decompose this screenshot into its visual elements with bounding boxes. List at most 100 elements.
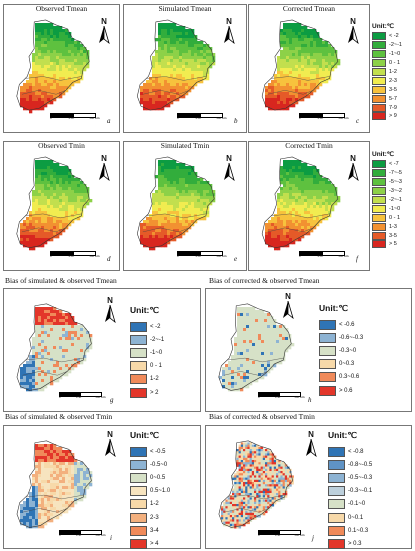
scale-label: 250 [317,116,323,120]
legend-label: 3-5 [389,86,397,93]
scale-label: 0 [59,533,61,537]
legend-swatch [372,240,386,249]
legend-item: -1~0 [372,204,402,213]
scale-label: 0 [299,116,301,120]
temperature-map [136,19,216,111]
north-arrow-icon: N [220,17,238,44]
scale-label: 250 [76,533,82,537]
north-arrow-icon: N [344,154,362,181]
scale-label: 0 [299,254,301,258]
legend-item: -0.3~0 [319,344,363,357]
temperature-map [16,156,93,251]
legend-swatch [130,499,147,510]
legend-swatch [130,446,147,457]
legend-label: -0.8~-0.5 [348,461,373,468]
bias-map [16,440,93,529]
panel-bias-simulated-tmean: Bias of simulated & observed Tmean N 0 25… [3,276,203,412]
scale-label: 0 [258,395,260,399]
scale-label: 0 [50,116,52,120]
scale-bar: 0 250 500 km [258,530,305,537]
legend-item: > 9 [372,112,402,121]
scale-label: 250 [195,254,201,258]
legend-label: -7~-5 [389,170,402,177]
legend-swatch [372,85,386,94]
map-frame: N 0 250 500 km i Unit:℃ < -0.5 -0.5~0 0~0.5 0… [3,425,201,549]
legend-label: 2-3 [389,77,397,84]
legend-swatch [372,213,386,222]
scale-label: 500 km [294,395,305,399]
legend-item: -2~-1 [372,196,402,205]
legend-item: -0.3~-0.1 [328,485,372,498]
legend-label: -0.5~0 [150,461,168,468]
scale-bar: 0 250 500 km [50,251,100,258]
legend-swatch [372,76,386,85]
legend-label: > 2 [150,389,159,396]
north-label: N [350,154,356,163]
legend-label: -1~0 [150,349,163,356]
legend-item: > 0.6 [319,384,363,397]
legend-label: 0~0.5 [150,474,166,481]
legend-swatch [319,385,336,396]
panel-bias-corrected-tmin: Bias of corrected & observed Tmin N 0 250… [205,412,412,549]
map-frame: N 0 250 500 km h Unit:℃ < -0.6 -0.6~-0.3 -0.… [205,288,412,412]
legend-label: 0 - 1 [389,60,401,67]
legend-swatch [372,204,386,213]
legend-label: < -0.5 [150,448,166,455]
legend-item: 0~0.3 [319,358,363,371]
legend-item: > 4 [130,537,170,550]
scale-bar: 0 250 500 km [177,251,227,258]
legend-label: -1~0 [389,51,401,58]
legend-item: 1-3 [372,222,402,231]
legend-item: 0~0.5 [130,471,170,484]
panel-label: i [110,534,112,542]
legend-swatch [372,112,386,121]
panel-title: Observed Tmean [35,4,88,13]
north-arrow-icon: N [279,292,297,319]
scale-bar: 0 250 500 km [59,392,106,399]
legend-label: 1-2 [150,501,159,508]
legend-item: -1~0 [372,50,402,59]
north-label: N [350,17,356,26]
scale-label: 250 [275,533,281,537]
legend-swatch [372,187,386,196]
legend-label: > 0.6 [339,387,353,394]
legend-label: 0 - 1 [150,363,163,370]
panel-label: j [312,534,314,542]
legend-title: Unit:℃ [328,430,357,440]
panel-observed-tmean: Observed Tmean N 0 250 500 km a [3,4,120,133]
north-label: N [285,292,291,301]
north-label: N [107,296,113,305]
legend-item: -0.5~0 [130,458,170,471]
legend-label: > 0.3 [348,540,362,547]
legend-swatch [372,59,386,68]
scale-label: 0 [59,395,61,399]
legend-swatch [372,160,386,169]
scale-bar: 0 250 500 km [50,113,100,120]
panel-title: Bias of simulated & observed Tmin [5,412,113,421]
legend-label: -0.3~0 [339,347,357,354]
legend-swatch [372,50,386,59]
legend-label: > 9 [389,113,397,120]
legend-swatch [372,68,386,76]
legend-item: -0.1~0 [328,498,372,511]
scale-label: 250 [275,395,281,399]
temperature-map [16,19,90,114]
panel-label: h [308,396,312,404]
legend-swatch [372,178,386,187]
map-frame: N 0 250 500 km j Unit:℃ < -0.8 -0.8~-0.5 -0.… [205,425,412,549]
legend-label: < -0.8 [348,448,364,455]
legend-swatch [130,472,147,483]
panel-title: Simulated Tmean [158,4,212,13]
legend-item: -0.6~-0.3 [319,331,363,344]
legend-swatch [372,103,386,112]
legend-item: -7~-5 [372,169,402,178]
legend-label: 0.3~0.6 [339,374,360,381]
legend-item: -3~-2 [372,187,402,196]
temperature-map [261,19,341,111]
legend-swatch [372,94,386,103]
panel-bias-simulated-tmin: Bias of simulated & observed Tmin N 0 250… [3,412,203,549]
panel-observed-tmin: Observed Tmin N 0 250 500 km d [3,141,120,271]
legend-item: 0 - 1 [372,59,402,68]
legend-item: 3-4 [130,524,170,537]
legend-swatch [130,374,147,385]
